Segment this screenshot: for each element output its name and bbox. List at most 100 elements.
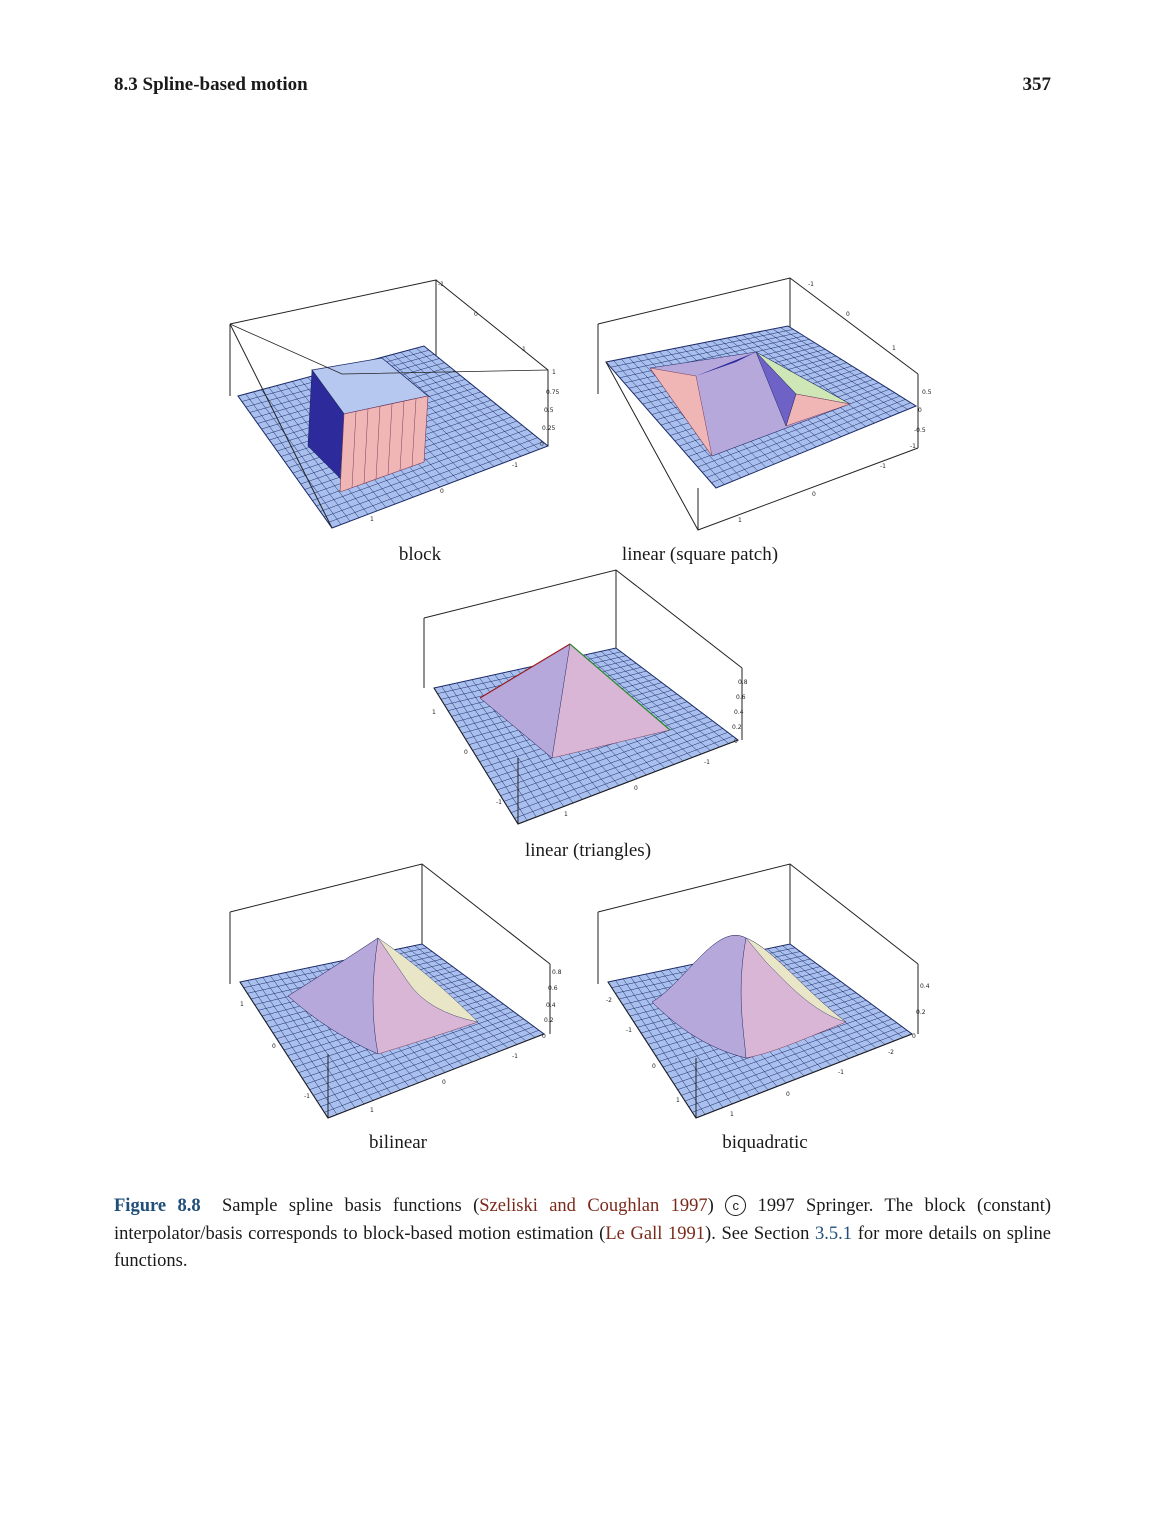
y-tick: 0	[846, 311, 850, 318]
mesh-line	[313, 1018, 524, 1096]
plot-linear-square-svg: 0.5 0 -0.5 -1 -1 0 1 1 0 -1	[597, 277, 932, 531]
z-tick: 0.8	[552, 969, 562, 976]
mesh-line	[774, 946, 895, 1042]
caption-text: 1997 Springer. The block (constant) inte…	[114, 1196, 1051, 1244]
caption-text: for more details on spline functions.	[114, 1223, 1051, 1272]
y-tick: 0	[652, 1063, 656, 1070]
y-tick: -1	[626, 1027, 632, 1034]
page-number: 357	[1022, 74, 1052, 95]
z-tick: 0.2	[544, 1017, 554, 1024]
mesh-line	[510, 732, 728, 813]
mesh-line	[688, 1026, 902, 1107]
y-tick: -1	[438, 281, 444, 288]
figure-number: Figure 8.8	[114, 1196, 201, 1216]
section-link[interactable]: 3.5.1	[815, 1223, 853, 1244]
x-tick: 1	[730, 1111, 734, 1118]
mesh-line	[593, 652, 711, 751]
x-tick: -1	[512, 1053, 518, 1060]
plot-bilinear-svg: 0.8 0.6 0.4 0.2 0 -1 0 1 1 0 -1	[229, 863, 562, 1119]
x-tick: -1	[880, 463, 886, 470]
y-tick: 1	[676, 1097, 680, 1104]
x-tick: 1	[738, 517, 742, 524]
y-tick: 0	[272, 1043, 276, 1050]
mesh-line	[320, 433, 533, 512]
y-tick: -1	[808, 281, 814, 288]
z-tick: 0.5	[922, 389, 932, 396]
panel-label-block: block	[398, 544, 442, 565]
figure-caption: Figure 8.8 Sample spline basis functions…	[114, 1193, 1051, 1276]
mesh-line	[767, 948, 886, 1045]
mesh-line	[507, 728, 723, 808]
mesh-line	[608, 649, 729, 744]
y-tick: 1	[432, 709, 436, 716]
z-tick: 0.6	[736, 694, 746, 701]
plot-bilinear: 0.8 0.6 0.4 0.2 0 -1 0 1 1 0 -1	[228, 862, 568, 1124]
mesh-line	[711, 402, 911, 483]
mesh-line	[706, 399, 906, 478]
plot-block: 1 0.75 0.5 0.25 0 -1 0 1 1 0 -1	[228, 278, 568, 538]
mesh-line	[681, 1018, 892, 1096]
z-tick: 0.5	[544, 407, 554, 414]
caption-text: Sample spline basis functions (	[221, 1196, 480, 1216]
mesh-line	[780, 327, 908, 410]
copyright-symbol: c	[725, 1195, 747, 1216]
mesh-line	[324, 1030, 540, 1113]
caption-text: )	[707, 1196, 714, 1216]
mesh-line	[414, 945, 536, 1038]
z-tick: 0.4	[920, 983, 930, 990]
z-tick: 0.4	[546, 1002, 556, 1009]
running-head: 8.3 Spline-based motion 357	[114, 74, 1051, 100]
mesh-line	[406, 946, 527, 1042]
x-tick: -1	[512, 462, 518, 469]
plot-biquadratic: 0.4 0.2 0 -2 -1 0 1 -2 -1 0 1	[596, 862, 936, 1124]
z-tick: 0.2	[732, 724, 742, 731]
y-tick: -2	[606, 997, 612, 1004]
mesh-line	[324, 437, 538, 518]
citation-link[interactable]: Le Gall 1991	[605, 1223, 706, 1244]
section-title: 8.3 Spline-based motion	[114, 74, 308, 95]
mesh-line	[702, 395, 901, 473]
z-tick: 0	[540, 441, 544, 448]
mesh-line	[692, 1030, 908, 1113]
mesh-line	[399, 948, 518, 1045]
z-tick: 0.2	[916, 1009, 926, 1016]
panel-label-linear-triangles: linear (triangles)	[524, 840, 652, 861]
x-tick: 1	[370, 1107, 374, 1114]
mesh-line	[782, 945, 904, 1038]
mesh-line	[316, 1022, 529, 1102]
mesh-line	[503, 724, 718, 802]
y-tick: 1	[892, 345, 896, 352]
mesh-line	[684, 1022, 897, 1102]
x-tick: 0	[442, 1079, 446, 1086]
x-tick: -1	[704, 759, 710, 766]
x-tick: 0	[634, 785, 638, 792]
mesh-line	[400, 352, 522, 457]
mesh-line	[316, 429, 528, 507]
mesh-line	[327, 441, 543, 523]
x-tick: 1	[370, 516, 374, 523]
plot-linear-triangles-svg: 0.8 0.6 0.4 0.2 0 -1 0 1 1 0 -1	[423, 569, 748, 825]
z-tick: 0	[734, 738, 738, 745]
z-tick: 0.6	[548, 985, 558, 992]
x-tick: 0	[440, 488, 444, 495]
caption-text: ). See Section	[705, 1223, 816, 1244]
x-tick: 0	[786, 1091, 790, 1098]
mesh-line	[408, 349, 531, 454]
y-tick: 0	[464, 749, 468, 756]
y-tick: -1	[304, 1093, 310, 1100]
citation-link[interactable]: Szeliski and Coughlan 1997	[479, 1196, 708, 1216]
z-tick: 0	[542, 1033, 546, 1040]
z-tick: 1	[552, 369, 556, 376]
panel-label-linear-square: linear (square patch)	[621, 544, 779, 565]
plot-linear-square: 0.5 0 -0.5 -1 -1 0 1 1 0 -1	[596, 276, 936, 536]
mesh-line	[416, 347, 540, 450]
z-tick: 0.4	[734, 709, 744, 716]
mesh-line	[514, 735, 734, 819]
x-tick: 0	[812, 491, 816, 498]
mesh-line	[697, 392, 895, 468]
mesh-line	[772, 328, 900, 414]
x-tick: -1	[838, 1069, 844, 1076]
mesh-line	[600, 651, 720, 748]
panel-label-biquadratic: biquadratic	[722, 1132, 808, 1153]
mesh-line	[320, 1026, 534, 1107]
